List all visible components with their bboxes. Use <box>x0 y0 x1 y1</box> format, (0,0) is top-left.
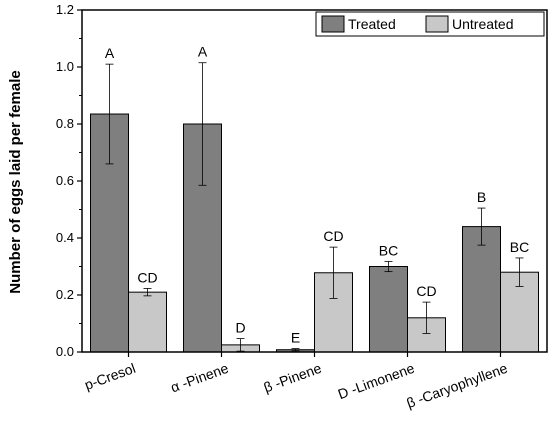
legend-label-untreated: Untreated <box>452 16 513 32</box>
treated-bar <box>369 266 408 353</box>
significance-label: BC <box>379 242 398 258</box>
significance-label: B <box>477 189 486 205</box>
significance-label: BC <box>510 239 529 255</box>
significance-label: D <box>235 320 245 336</box>
significance-label: CD <box>323 228 343 244</box>
y-axis-title: Number of eggs laid per female <box>7 70 24 293</box>
x-tick-label: α -Pinene <box>168 360 230 396</box>
y-tick-label: 1.0 <box>56 59 74 74</box>
y-tick-label: 0.8 <box>56 116 74 131</box>
significance-label: A <box>105 45 115 61</box>
significance-labels: A CD A D E CD BC CD B BC <box>105 44 529 346</box>
y-axis-ticks: 0.0 0.2 0.4 0.6 0.8 1.0 1.2 <box>56 2 82 359</box>
plot-frame <box>81 9 548 353</box>
legend-swatch-treated <box>321 15 345 33</box>
y-axis-title-group: Number of eggs laid per female <box>7 70 24 293</box>
untreated-bar <box>128 291 167 353</box>
y-tick-label: 0.2 <box>56 287 74 302</box>
y-tick-label: 0.6 <box>56 173 74 188</box>
significance-label: CD <box>416 283 436 299</box>
y-tick-label: 1.2 <box>56 2 74 17</box>
legend: Treated Untreated <box>315 11 545 37</box>
x-tick-label: β -Caryophyllene <box>404 360 509 411</box>
legend-label-treated: Treated <box>348 16 396 32</box>
significance-label: A <box>198 44 208 60</box>
error-bars <box>105 62 524 352</box>
significance-label: E <box>291 330 300 346</box>
x-tick-label: p-Cresol <box>82 360 137 393</box>
legend-swatch-untreated <box>425 15 449 33</box>
bars <box>90 113 539 353</box>
x-tick-label: β -Pinene <box>261 360 323 396</box>
y-tick-label: 0.4 <box>56 230 74 245</box>
y-tick-label: 0.0 <box>56 344 74 359</box>
significance-label: CD <box>137 269 157 285</box>
